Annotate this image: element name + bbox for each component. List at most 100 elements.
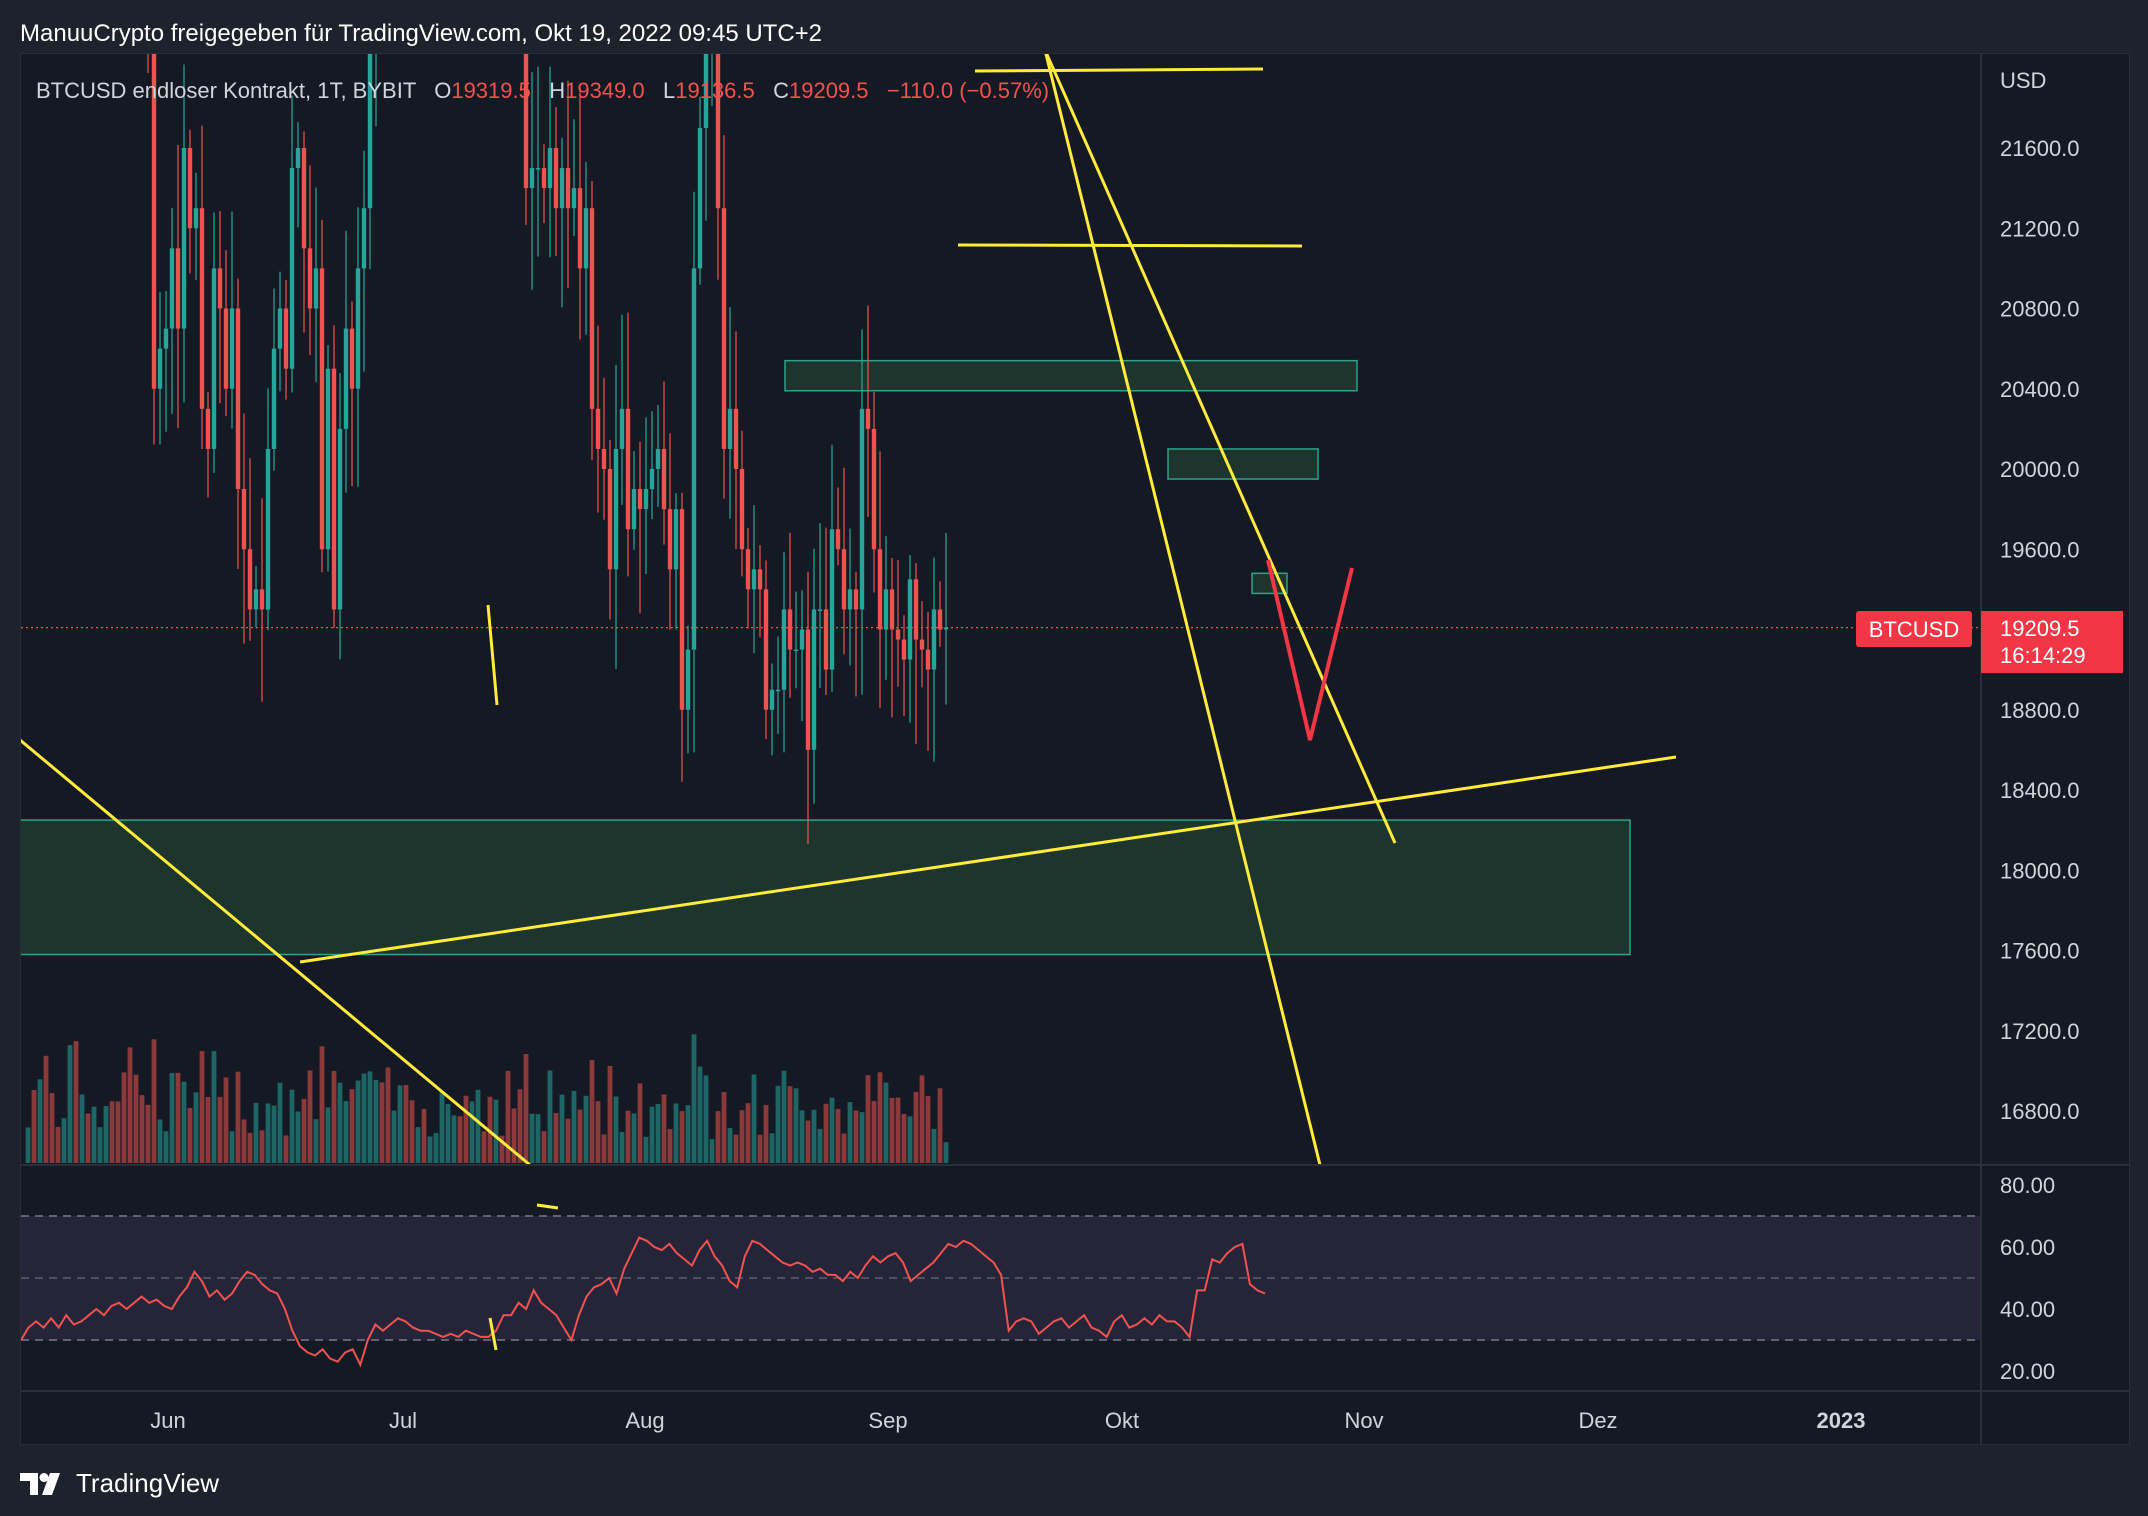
- volume-bar: [97, 1127, 103, 1163]
- candle-body: [721, 208, 727, 449]
- candle-body: [571, 188, 577, 209]
- volume-bar: [631, 1113, 637, 1163]
- volume-bar: [103, 1105, 109, 1163]
- candle-body: [331, 368, 337, 610]
- candle-body: [710, 0, 714, 8]
- volume-bar: [655, 1103, 661, 1163]
- volume-bar: [613, 1096, 619, 1163]
- candle-body: [163, 328, 169, 349]
- volume-bar: [325, 1107, 331, 1163]
- candle-body: [865, 408, 871, 429]
- volume-bar: [307, 1070, 313, 1163]
- volume-bar: [919, 1075, 925, 1163]
- volume-bar: [457, 1116, 463, 1163]
- marker-line-jul[interactable]: [486, 604, 499, 706]
- volume-bar: [475, 1089, 481, 1163]
- volume-bar: [865, 1075, 871, 1163]
- symbol-title[interactable]: BTCUSD endloser Kontrakt, 1T, BYBIT: [36, 78, 416, 103]
- candle-body: [841, 549, 847, 610]
- candle-body: [589, 208, 595, 409]
- volume-bar: [259, 1130, 265, 1163]
- candle-body: [211, 268, 217, 449]
- volume-bar: [577, 1109, 583, 1163]
- volume-bar: [43, 1055, 49, 1163]
- candle-body: [193, 208, 199, 229]
- volume-bar: [133, 1074, 139, 1163]
- volume-bar: [823, 1103, 829, 1163]
- volume-bar: [925, 1096, 931, 1163]
- volume-bar: [205, 1096, 211, 1163]
- candle-body: [595, 408, 601, 449]
- countdown-timer: 16:14:29: [2000, 643, 2086, 668]
- time-label-nov: Nov: [1344, 1408, 1383, 1433]
- volume-bar: [781, 1070, 787, 1163]
- volume-bar: [271, 1105, 277, 1163]
- volume-bar: [565, 1118, 571, 1163]
- candle-body: [559, 168, 565, 209]
- resistance-line[interactable]: [957, 243, 1303, 248]
- candle-body: [337, 428, 343, 610]
- volume-bar: [799, 1110, 805, 1163]
- projection-path[interactable]: [1266, 559, 1354, 741]
- candle-body: [625, 408, 631, 530]
- downtrend-line[interactable]: [1045, 50, 1397, 844]
- volume-bar: [871, 1100, 877, 1163]
- candle-body: [259, 589, 265, 610]
- ascending-trendline[interactable]: [299, 755, 1677, 964]
- candle-body: [535, 168, 541, 170]
- price-tick: 19600.0: [2000, 537, 2080, 562]
- volume-bar: [733, 1134, 739, 1163]
- support-zone-0: [21, 819, 1631, 956]
- volume-bar: [649, 1106, 655, 1163]
- volume-bar: [529, 1113, 535, 1163]
- volume-bar: [421, 1108, 427, 1163]
- price-tick: 17200.0: [2000, 1019, 2080, 1044]
- chart-frame[interactable]: [20, 53, 2130, 1445]
- time-label-dez: Dez: [1578, 1408, 1617, 1433]
- volume-bar: [367, 1071, 373, 1163]
- volume-bar: [163, 1131, 169, 1163]
- candle-body: [367, 54, 373, 209]
- volume-bar: [379, 1082, 385, 1163]
- volume-bar: [445, 1104, 451, 1163]
- volume-bar: [775, 1085, 781, 1163]
- volume-bar: [403, 1084, 409, 1163]
- candle-body: [649, 469, 655, 490]
- volume-bar: [223, 1077, 229, 1163]
- volume-bar: [301, 1098, 307, 1163]
- volume-bar: [193, 1092, 199, 1163]
- symbol-price-badge: [1856, 611, 1972, 647]
- volume-bar: [937, 1088, 943, 1163]
- volume-bar: [289, 1089, 295, 1163]
- price-tick: 18800.0: [2000, 698, 2080, 723]
- rsi-marker-line-top[interactable]: [536, 1203, 559, 1210]
- descending-trendline-left[interactable]: [20, 738, 531, 1165]
- close-label: C: [773, 78, 789, 103]
- candle-body: [343, 328, 349, 429]
- volume-bar: [385, 1067, 391, 1163]
- candle-body: [805, 629, 811, 750]
- volume-bar: [187, 1107, 193, 1163]
- volume-bar: [61, 1118, 67, 1163]
- candle-body: [241, 489, 247, 550]
- volume-bar: [79, 1094, 85, 1163]
- steep-downtrend-line[interactable]: [1044, 50, 1322, 1165]
- volume-bar: [361, 1073, 367, 1163]
- candle-body: [583, 208, 589, 269]
- rsi-marker-line[interactable]: [488, 1317, 498, 1351]
- tradingview-logo[interactable]: TradingView: [20, 1468, 219, 1499]
- candle-body: [529, 168, 535, 189]
- volume-bar: [265, 1103, 271, 1163]
- volume-bar: [859, 1112, 865, 1163]
- volume-bar: [157, 1119, 163, 1163]
- price-tick: 20800.0: [2000, 297, 2080, 322]
- rsi-tick-60: 60.00: [2000, 1235, 2055, 1260]
- candle-body: [751, 569, 757, 590]
- volume-bar: [331, 1070, 337, 1163]
- volume-bar: [805, 1120, 811, 1163]
- volume-bar: [511, 1108, 517, 1163]
- candle-body: [619, 408, 625, 449]
- candle-body: [199, 208, 205, 409]
- resistance-line-top[interactable]: [974, 67, 1264, 73]
